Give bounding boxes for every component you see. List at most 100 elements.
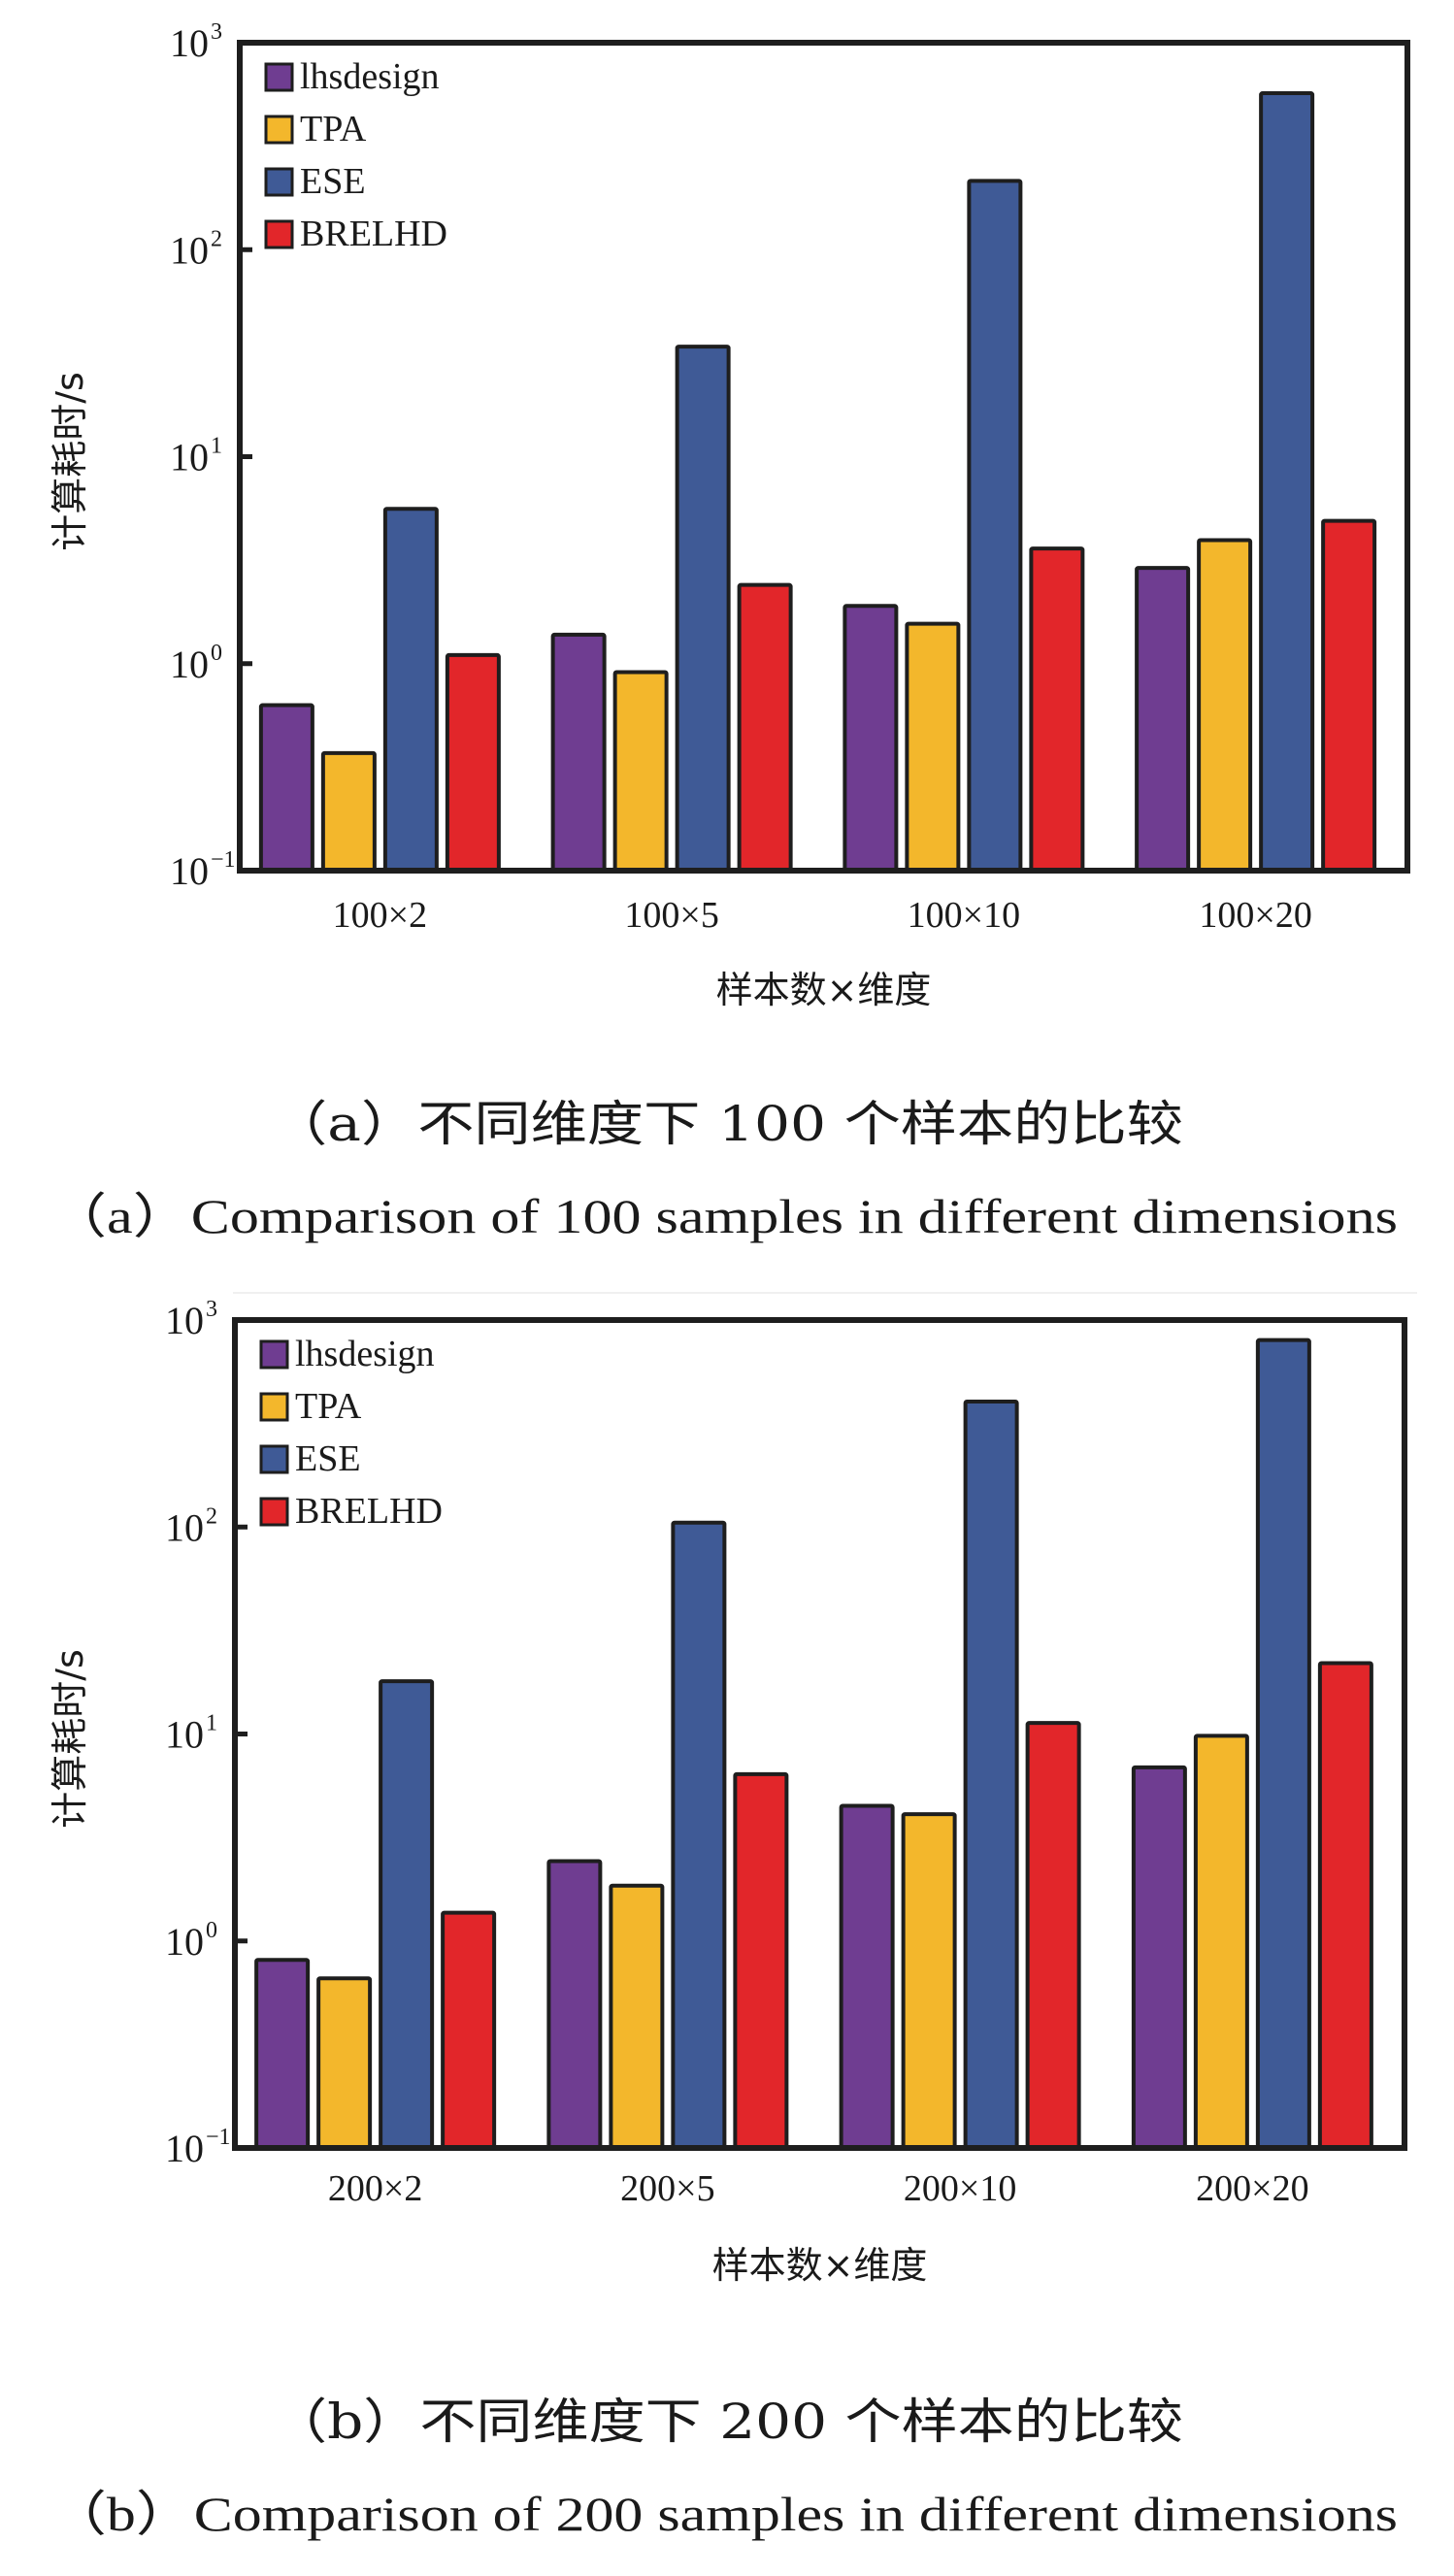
- y-tick-label: 10: [165, 1713, 204, 1757]
- bar-group-100×2: [258, 507, 501, 874]
- x-axis-tick-labels: 200×2 200×5 200×10 200×20: [328, 2168, 1309, 2209]
- bar-lhsdesign-3: [1131, 1765, 1187, 2151]
- y-tick-exponent: 1: [211, 434, 222, 459]
- x-tick-label: 100×10: [908, 895, 1020, 936]
- bar-tpa-0: [320, 750, 377, 874]
- bar-brelhd-1: [733, 1771, 789, 2151]
- bar-group-100×10: [843, 179, 1085, 874]
- bar-ese-3: [1255, 1338, 1311, 2150]
- x-axis-title: 样本数×维度: [712, 2244, 928, 2287]
- bar-lhsdesign-2: [843, 604, 899, 873]
- y-tick-exponent: 2: [211, 226, 222, 251]
- bar-lhsdesign-0: [258, 703, 314, 874]
- legend-swatch-lhsdesign: [264, 62, 294, 92]
- bar-tpa-0: [316, 1976, 373, 2151]
- legend: lhsdesign TPA ESE BRELHD: [264, 56, 447, 254]
- bar-lhsdesign-2: [839, 1803, 895, 2150]
- bar-group-200×20: [1131, 1338, 1373, 2151]
- y-tick-exponent: 3: [206, 1297, 217, 1322]
- y-tick-exponent: 0: [211, 641, 222, 666]
- legend-swatch-brelhd: [264, 219, 294, 249]
- bar-brelhd-0: [445, 652, 501, 874]
- x-axis-tick-labels: 100×2 100×5 100×10 100×20: [333, 895, 1312, 936]
- legend-swatch-tpa: [264, 115, 294, 145]
- bar-ese-3: [1259, 91, 1315, 873]
- caption-chinese: （b）不同维度下 200 个样本的比较: [271, 2394, 1183, 2450]
- bar-tpa-1: [612, 670, 669, 874]
- legend-swatch-lhsdesign: [259, 1339, 289, 1370]
- legend-label-brelhd: BRELHD: [300, 214, 447, 254]
- bar-tpa-1: [609, 1883, 665, 2150]
- bar-group-200×2: [254, 1679, 497, 2151]
- bar-ese-2: [963, 1399, 1019, 2151]
- bar-ese-2: [967, 179, 1023, 874]
- bar-group-200×10: [839, 1399, 1081, 2151]
- bar-tpa-3: [1197, 538, 1253, 874]
- y-tick-exponent: 0: [206, 1918, 217, 1943]
- bar-lhsdesign-1: [546, 1859, 603, 2150]
- legend-label-brelhd: BRELHD: [295, 1491, 443, 1532]
- bar-brelhd-2: [1025, 1721, 1081, 2150]
- bar-lhsdesign-0: [254, 1958, 311, 2151]
- bar-tpa-2: [901, 1812, 957, 2150]
- legend-label-lhsdesign: lhsdesign: [300, 56, 440, 97]
- bar-lhsdesign-1: [550, 632, 607, 873]
- y-tick-exponent: −1: [206, 2125, 231, 2150]
- bar-tpa-3: [1193, 1734, 1249, 2151]
- x-tick-label: 200×5: [620, 2168, 714, 2209]
- x-tick-label: 100×20: [1199, 895, 1311, 936]
- legend-label-ese: ESE: [300, 161, 366, 202]
- y-tick-label: 10: [165, 1920, 204, 1964]
- y-tick-label: 10: [170, 228, 209, 272]
- x-tick-label: 100×5: [624, 895, 718, 936]
- bar-ese-0: [382, 507, 439, 873]
- x-axis-title: 样本数×维度: [716, 969, 932, 1011]
- bar-ese-1: [671, 1520, 727, 2150]
- y-tick-label: 10: [170, 849, 209, 893]
- bar-brelhd-2: [1029, 546, 1085, 873]
- legend-label-ese: ESE: [295, 1438, 361, 1479]
- legend-swatch-brelhd: [259, 1497, 289, 1527]
- bar-group-200×5: [546, 1520, 789, 2151]
- y-tick-label: 10: [170, 21, 209, 65]
- caption-chinese: （a）不同维度下 100 个样本的比较: [271, 1096, 1183, 1152]
- legend-label-tpa: TPA: [295, 1386, 362, 1427]
- x-tick-label: 200×2: [328, 2168, 422, 2209]
- y-tick-label: 10: [170, 436, 209, 479]
- legend-swatch-ese: [264, 167, 294, 197]
- bar-brelhd-3: [1321, 518, 1377, 873]
- legend-swatch-tpa: [259, 1392, 289, 1422]
- y-tick-exponent: 3: [211, 19, 222, 45]
- y-tick-label: 10: [165, 1505, 204, 1549]
- x-tick-label: 200×20: [1196, 2168, 1308, 2209]
- bar-group-container: [254, 1338, 1373, 2151]
- y-tick-exponent: 1: [206, 1711, 217, 1736]
- y-axis-ticks: [235, 1524, 248, 1944]
- bar-group-100×5: [550, 345, 793, 874]
- bar-tpa-2: [905, 621, 961, 873]
- bar-brelhd-0: [441, 1910, 497, 2151]
- bar-brelhd-1: [737, 582, 793, 874]
- caption-english: （a）Comparison of 100 samples in differen…: [49, 1189, 1398, 1243]
- y-tick-label: 10: [170, 643, 209, 686]
- y-axis-title: 计算耗时/s: [49, 1649, 91, 1829]
- caption-english: （b）Comparison of 200 samples in differen…: [49, 2487, 1398, 2541]
- legend-swatch-ese: [259, 1444, 289, 1474]
- bar-group-100×20: [1135, 91, 1377, 874]
- bar-ese-1: [675, 345, 731, 873]
- bar-lhsdesign-3: [1135, 566, 1191, 873]
- legend-label-tpa: TPA: [300, 109, 367, 149]
- y-tick-label: 10: [165, 1299, 204, 1342]
- x-tick-label: 200×10: [904, 2168, 1016, 2209]
- legend-label-lhsdesign: lhsdesign: [295, 1334, 435, 1374]
- y-tick-exponent: 2: [206, 1503, 217, 1529]
- y-axis-title: 计算耗时/s: [49, 372, 91, 551]
- y-tick-label: 10: [165, 2127, 204, 2170]
- bar-ese-0: [379, 1679, 435, 2150]
- y-tick-exponent: −1: [211, 847, 236, 873]
